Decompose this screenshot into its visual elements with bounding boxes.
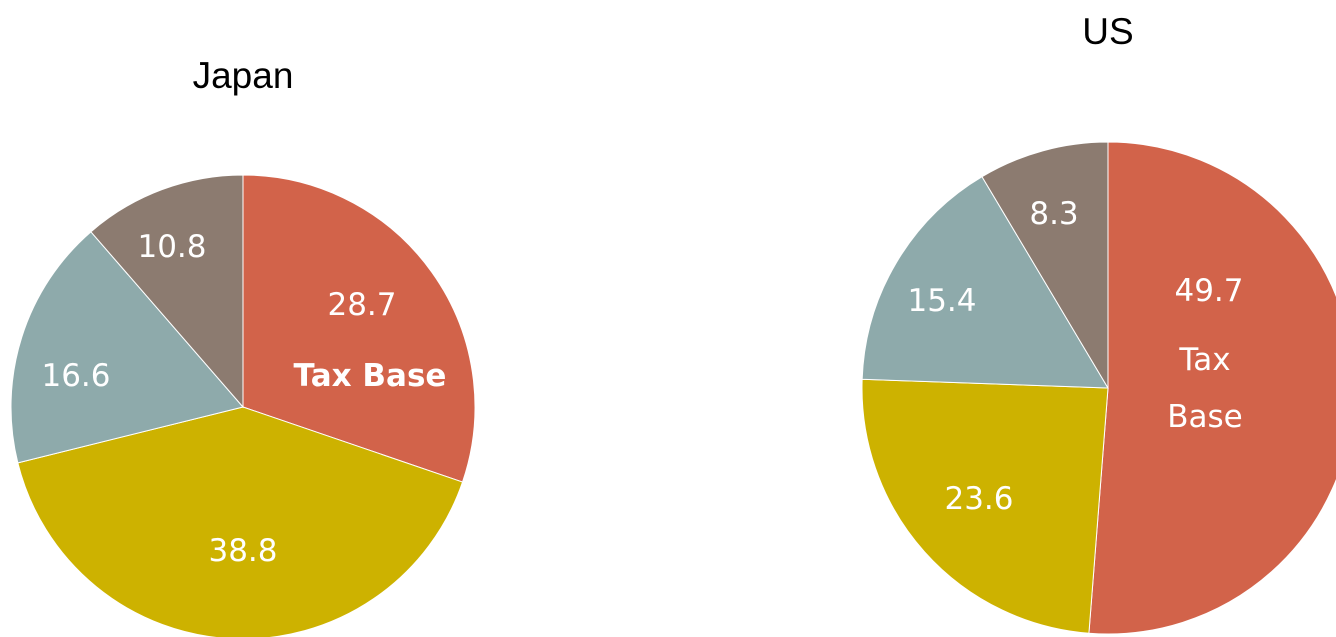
japan-slice-0-value-label: 28.7 <box>327 287 396 323</box>
japan-slice-2 <box>10 231 244 464</box>
japan-slice-0-category-label: Tax Base <box>294 358 447 394</box>
us-slice-1 <box>861 378 1109 634</box>
us-slice-0-value-label: 49.7 <box>1174 273 1243 309</box>
us-slice-3-value-label: 8.3 <box>1029 196 1078 232</box>
us-pie-slices: 49.7 Tax Base 23.6 15.4 8.3 <box>861 141 1336 635</box>
us-slice-2 <box>861 176 1109 389</box>
japan-slice-2-value-label: 16.6 <box>41 358 110 394</box>
us-chart-title: US <box>1082 11 1133 52</box>
us-slice-2-value-label: 15.4 <box>907 283 976 319</box>
japan-chart-title: Japan <box>193 55 294 96</box>
us-slice-3 <box>981 141 1109 390</box>
japan-slice-1 <box>17 406 464 637</box>
us-pie-chart: US 49.7 Tax Base 23.6 15.4 8.3 <box>861 11 1336 635</box>
japan-slice-3-value-label: 10.8 <box>137 229 206 265</box>
us-slice-1-value-label: 23.6 <box>944 481 1013 517</box>
japan-slice-0 <box>242 174 476 483</box>
japan-pie-chart: Japan 28.7 Tax Base 38.8 16.6 10.8 <box>10 55 476 637</box>
japan-pie-slices: 28.7 Tax Base 38.8 16.6 10.8 <box>10 174 476 637</box>
us-slice-0-category-label: Base <box>1167 399 1243 435</box>
us-slice-0-category-label: Tax <box>1178 342 1230 378</box>
us-slice-0 <box>1088 141 1336 635</box>
japan-slice-3 <box>90 174 244 409</box>
japan-slice-1-value-label: 38.8 <box>208 533 277 569</box>
